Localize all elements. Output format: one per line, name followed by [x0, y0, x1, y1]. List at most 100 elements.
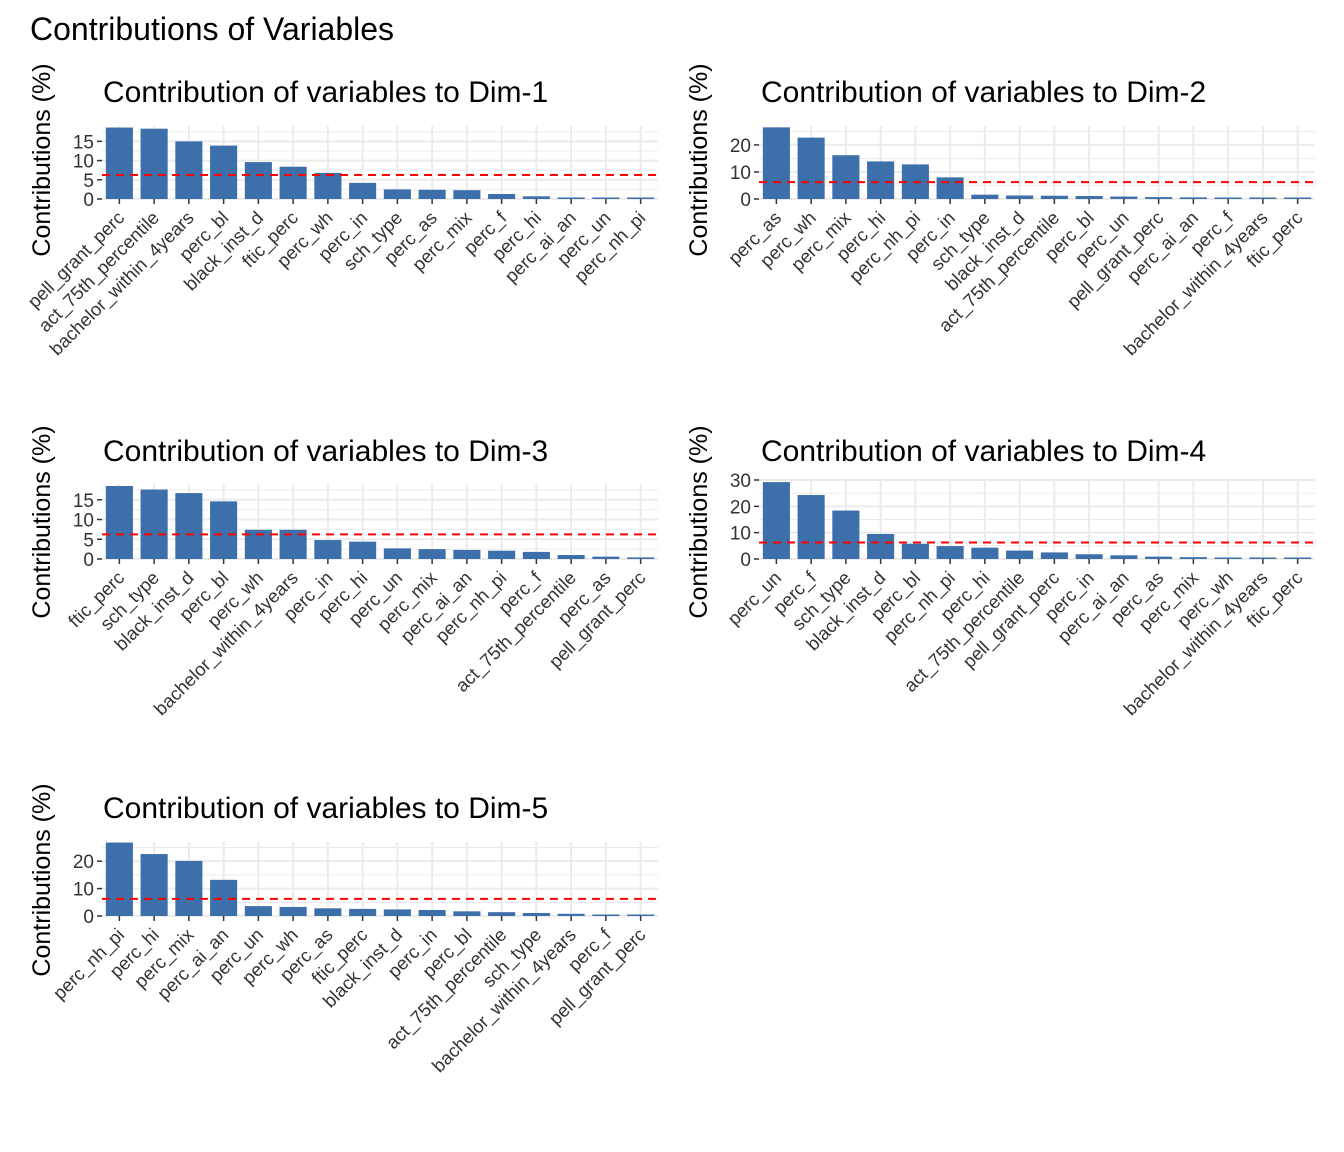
bar-perc_wh	[1214, 557, 1242, 559]
bar-perc_as	[314, 908, 342, 916]
bar-ftic_perc	[1284, 557, 1312, 559]
y-tick-label: 0	[83, 907, 94, 928]
bar-perc_wh	[797, 137, 825, 199]
bar-perc_as	[418, 189, 446, 199]
bar-black_inst_d	[1006, 195, 1034, 199]
bar-pell_grant_perc	[627, 914, 655, 916]
bar-perc_mix	[175, 860, 203, 916]
y-axis-label: Contributions (%)	[28, 425, 56, 618]
bar-perc_hi	[522, 196, 550, 199]
figure-title: Contributions of Variables	[30, 11, 394, 47]
bar-perc_f	[592, 914, 620, 916]
y-tick-label: 0	[83, 190, 94, 211]
chart-panel-dim-3: Contribution of variables to Dim-3 Contri…	[28, 425, 658, 720]
bar-black_inst_d	[175, 493, 203, 559]
bar-perc_bl	[1075, 196, 1103, 199]
bar-perc_un	[762, 482, 790, 559]
bar-perc_bl	[210, 501, 238, 559]
bar-perc_as	[762, 127, 790, 199]
bar-pell_grant_perc	[1040, 552, 1068, 559]
bar-black_inst_d	[383, 909, 411, 916]
chart-panel-dim-4: Contribution of variables to Dim-4 Contri…	[685, 425, 1315, 720]
chart-panel-dim-2: Contribution of variables to Dim-2 Contri…	[685, 63, 1315, 360]
y-tick-label: 10	[73, 880, 94, 901]
bar-perc_as	[1145, 556, 1173, 559]
y-axis-label: Contributions (%)	[685, 425, 713, 618]
bar-bachelor_within_4years	[1249, 197, 1277, 199]
y-tick-label: 0	[740, 190, 751, 211]
bar-perc_mix	[1179, 557, 1207, 559]
panel-title: Contribution of variables to Dim-5	[103, 792, 548, 825]
y-tick-label: 20	[730, 497, 751, 518]
bar-perc_ai_an	[1179, 197, 1207, 199]
bar-perc_ai_an	[557, 197, 585, 199]
bar-perc_in	[1075, 554, 1103, 559]
bar-act_75th_percentile	[557, 555, 585, 559]
x-tick-label: bachelor_within_4years	[45, 207, 198, 360]
bar-act_75th_percentile	[140, 128, 168, 199]
y-tick-label: 0	[740, 550, 751, 571]
bar-sch_type	[971, 194, 999, 199]
bar-bachelor_within_4years	[175, 141, 203, 199]
bar-perc_un	[592, 197, 620, 199]
chart-panels: Contribution of variables to Dim-1 Contri…	[23, 63, 1315, 1077]
bar-pell_grant_perc	[627, 557, 655, 559]
bar-perc_f	[797, 495, 825, 559]
y-tick-label: 5	[83, 171, 94, 192]
bar-act_75th_percentile	[1006, 550, 1034, 559]
bar-perc_mix	[453, 190, 481, 199]
bar-perc_in	[314, 540, 342, 559]
bar-act_75th_percentile	[1040, 195, 1068, 199]
bar-bachelor_within_4years	[557, 913, 585, 916]
bar-perc_in	[418, 909, 446, 916]
chart-panel-dim-5: Contribution of variables to Dim-5 Contri…	[28, 783, 658, 1077]
bar-perc_bl	[210, 145, 238, 199]
bar-perc_un	[244, 906, 272, 916]
y-tick-label: 10	[730, 524, 751, 545]
bar-perc_as	[592, 556, 620, 559]
bar-sch_type	[140, 489, 168, 559]
bar-perc_wh	[279, 906, 307, 916]
bar-perc_bl	[901, 543, 929, 559]
bar-black_inst_d	[867, 533, 895, 559]
y-tick-label: 10	[73, 152, 94, 173]
bar-pell_grant_perc	[1145, 197, 1173, 199]
bar-perc_hi	[349, 541, 377, 559]
bar-ftic_perc	[1284, 197, 1312, 199]
y-axis-label: Contributions (%)	[28, 63, 56, 256]
y-tick-label: 20	[730, 136, 751, 157]
y-tick-label: 5	[83, 530, 94, 551]
bar-pell_grant_perc	[105, 127, 133, 199]
bar-perc_f	[488, 194, 516, 199]
bar-perc_hi	[971, 547, 999, 559]
bar-ftic_perc	[349, 908, 377, 916]
bar-ftic_perc	[105, 485, 133, 559]
y-tick-label: 10	[73, 511, 94, 532]
bar-perc_un	[383, 548, 411, 559]
bar-perc_ai_an	[453, 549, 481, 559]
bar-perc_nh_pi	[488, 550, 516, 559]
y-tick-label: 15	[73, 491, 94, 512]
bar-sch_type	[522, 912, 550, 916]
bar-perc_un	[1110, 196, 1138, 199]
bar-perc_mix	[418, 549, 446, 559]
bar-perc_hi	[867, 161, 895, 199]
y-axis-label: Contributions (%)	[685, 63, 713, 256]
bar-act_75th_percentile	[488, 912, 516, 916]
y-tick-label: 10	[730, 163, 751, 184]
y-axis-label: Contributions (%)	[28, 783, 56, 976]
y-tick-label: 20	[73, 852, 94, 873]
bar-perc_f	[1214, 197, 1242, 199]
bar-bachelor_within_4years	[1249, 557, 1277, 559]
y-tick-label: 0	[83, 550, 94, 571]
panel-title: Contribution of variables to Dim-4	[761, 435, 1206, 468]
bar-perc_wh	[314, 172, 342, 199]
bar-black_inst_d	[244, 162, 272, 199]
bar-perc_nh_pi	[627, 197, 655, 199]
bar-perc_in	[349, 182, 377, 199]
bar-perc_nh_pi	[105, 842, 133, 916]
bar-sch_type	[383, 189, 411, 199]
bar-perc_ai_an	[1110, 555, 1138, 559]
panel-title: Contribution of variables to Dim-3	[103, 435, 548, 468]
bar-perc_f	[522, 551, 550, 559]
